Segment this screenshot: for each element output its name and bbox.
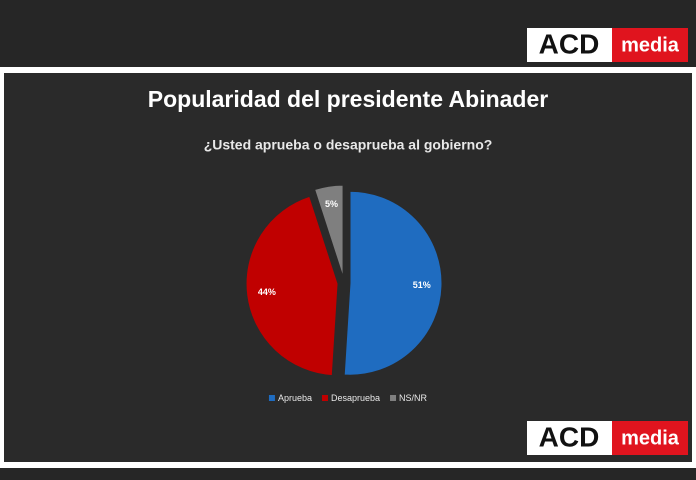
data-label: 51%: [413, 280, 431, 290]
legend-swatch: [390, 395, 397, 401]
bottom-strip: [0, 468, 696, 480]
pie-slice: [314, 184, 344, 278]
legend-label: NS/NR: [399, 393, 428, 403]
data-label: 5%: [325, 199, 338, 209]
data-label: 44%: [258, 287, 276, 297]
logo-box: [612, 28, 688, 62]
logo-box: [527, 28, 612, 62]
logo-tag: media: [621, 34, 680, 56]
legend-label: Desaprueba: [331, 393, 380, 403]
pie-slice: [245, 195, 339, 377]
logo-brand: ACD: [539, 421, 600, 452]
logo: ACD media: [527, 28, 688, 62]
legend-label: Aprueba: [278, 393, 312, 403]
logo: ACD media: [527, 421, 688, 455]
pie-slice: [343, 190, 443, 376]
logo-box: [527, 421, 612, 455]
chart-subtitle: ¿Usted aprueba o desaprueba al gobierno?: [204, 137, 493, 153]
chart-title: Popularidad del presidente Abinader: [148, 86, 548, 112]
logo-brand: ACD: [539, 28, 600, 59]
logo-tag: media: [621, 427, 680, 449]
legend-swatch: [268, 395, 275, 401]
legend-swatch: [321, 395, 328, 401]
slide: [4, 73, 692, 462]
logo-box: [612, 421, 688, 455]
